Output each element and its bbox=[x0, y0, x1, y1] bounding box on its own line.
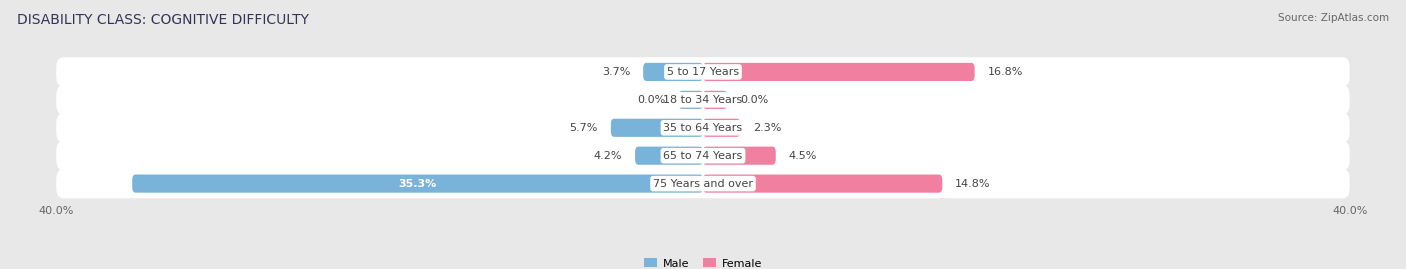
FancyBboxPatch shape bbox=[703, 175, 942, 193]
Text: 5 to 17 Years: 5 to 17 Years bbox=[666, 67, 740, 77]
FancyBboxPatch shape bbox=[56, 57, 1350, 87]
Text: 2.3%: 2.3% bbox=[754, 123, 782, 133]
Text: 14.8%: 14.8% bbox=[955, 179, 991, 189]
Legend: Male, Female: Male, Female bbox=[640, 254, 766, 269]
FancyBboxPatch shape bbox=[56, 169, 1350, 198]
FancyBboxPatch shape bbox=[56, 85, 1350, 115]
Text: 35.3%: 35.3% bbox=[398, 179, 437, 189]
FancyBboxPatch shape bbox=[703, 91, 727, 109]
FancyBboxPatch shape bbox=[703, 63, 974, 81]
Text: 75 Years and over: 75 Years and over bbox=[652, 179, 754, 189]
FancyBboxPatch shape bbox=[703, 119, 740, 137]
Text: 5.7%: 5.7% bbox=[569, 123, 598, 133]
Text: 35 to 64 Years: 35 to 64 Years bbox=[664, 123, 742, 133]
Text: Source: ZipAtlas.com: Source: ZipAtlas.com bbox=[1278, 13, 1389, 23]
FancyBboxPatch shape bbox=[56, 113, 1350, 142]
Text: 4.5%: 4.5% bbox=[789, 151, 817, 161]
FancyBboxPatch shape bbox=[132, 175, 703, 193]
Text: 0.0%: 0.0% bbox=[740, 95, 769, 105]
Text: 3.7%: 3.7% bbox=[602, 67, 630, 77]
FancyBboxPatch shape bbox=[703, 147, 776, 165]
FancyBboxPatch shape bbox=[679, 91, 703, 109]
Text: 4.2%: 4.2% bbox=[593, 151, 621, 161]
FancyBboxPatch shape bbox=[643, 63, 703, 81]
Text: 18 to 34 Years: 18 to 34 Years bbox=[664, 95, 742, 105]
FancyBboxPatch shape bbox=[56, 141, 1350, 170]
FancyBboxPatch shape bbox=[610, 119, 703, 137]
Text: DISABILITY CLASS: COGNITIVE DIFFICULTY: DISABILITY CLASS: COGNITIVE DIFFICULTY bbox=[17, 13, 309, 27]
Text: 0.0%: 0.0% bbox=[637, 95, 666, 105]
FancyBboxPatch shape bbox=[636, 147, 703, 165]
Text: 16.8%: 16.8% bbox=[987, 67, 1024, 77]
Text: 65 to 74 Years: 65 to 74 Years bbox=[664, 151, 742, 161]
